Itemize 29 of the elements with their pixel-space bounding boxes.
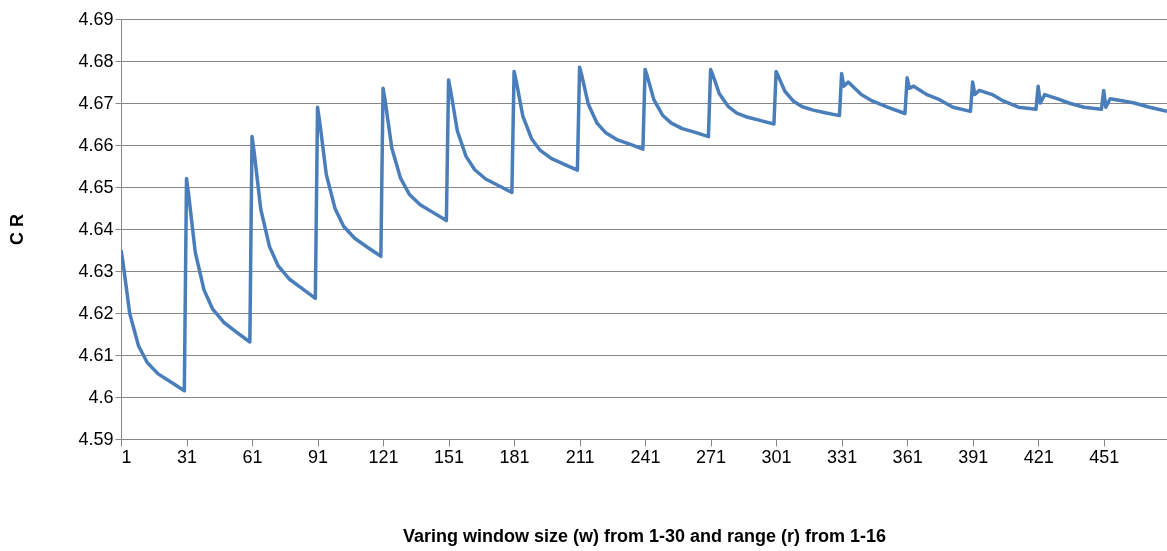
x-tick-label: 331: [827, 446, 858, 467]
x-tick-label: 151: [434, 446, 465, 467]
y-tick-label: 4.64: [78, 218, 114, 239]
y-tick-label: 4.68: [78, 50, 114, 71]
x-tick-label: 301: [761, 446, 792, 467]
y-tick-label: 4.62: [78, 302, 114, 323]
x-tick-label: 241: [630, 446, 661, 467]
x-tick-label: 1: [121, 446, 132, 467]
x-tick-label: 211: [565, 446, 595, 467]
x-axis-title: Varing window size (w) from 1-30 and range (r) from 1-16: [402, 525, 887, 546]
x-tick-label: 361: [892, 446, 923, 467]
y-tick-label: 4.59: [78, 428, 114, 449]
x-tick-label: 91: [308, 446, 329, 467]
x-tick-label: 181: [499, 446, 530, 467]
x-tick-label: 61: [242, 446, 263, 467]
x-tick-label: 421: [1023, 446, 1054, 467]
y-tick-label: 4.67: [78, 92, 114, 113]
x-tick-label: 121: [368, 446, 399, 467]
y-axis-title: C R: [7, 214, 28, 245]
y-tick-label: 4.69: [78, 8, 114, 29]
y-tick-label: 4.61: [78, 344, 114, 365]
y-tick-label: 4.6: [88, 386, 114, 407]
y-tick-label: 4.66: [78, 134, 114, 155]
y-tick-label: 4.65: [78, 176, 114, 197]
y-tick-label: 4.63: [78, 260, 114, 281]
x-tick-label: 271: [696, 446, 727, 467]
x-tick-label: 451: [1089, 446, 1120, 467]
x-tick-label: 31: [177, 446, 198, 467]
x-tick-label: 391: [958, 446, 989, 467]
